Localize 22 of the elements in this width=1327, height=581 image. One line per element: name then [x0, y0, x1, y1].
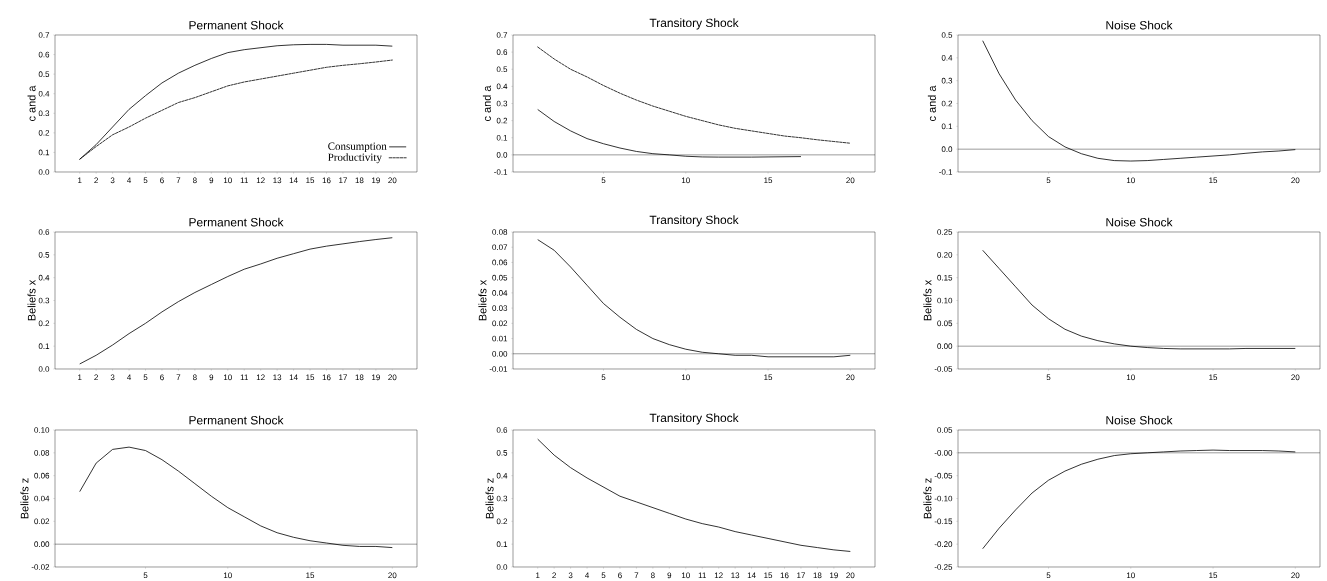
y-axis-title: Beliefs x	[27, 279, 36, 321]
line-series	[537, 46, 851, 144]
chart-title: Permanent Shock	[189, 217, 284, 227]
chart-title: Noise Shock	[1106, 20, 1173, 30]
y-axis-title: Beliefs z	[20, 478, 29, 519]
line-series	[79, 237, 393, 365]
chart-title: Permanent Shock	[189, 415, 284, 425]
y-axis-title: Beliefs x	[478, 279, 487, 321]
legend-label: Productivity	[328, 153, 382, 163]
y-axis-title: c and a	[482, 85, 491, 121]
y-axis-title: c and a	[27, 85, 36, 121]
chart-title: Noise Shock	[1106, 415, 1173, 425]
y-axis-title: c and a	[927, 85, 936, 121]
chart-title: Noise Shock	[1106, 217, 1173, 227]
chart-title: Transitory Shock	[649, 18, 739, 30]
y-axis-title: Beliefs x	[923, 279, 932, 321]
y-axis-title: Beliefs z	[923, 478, 932, 519]
chart-title: Transitory Shock	[649, 413, 739, 425]
y-axis-title: Beliefs z	[485, 478, 494, 519]
legend-label: Consumption	[328, 142, 387, 152]
chart-title: Transitory Shock	[649, 215, 739, 227]
chart-title: Permanent Shock	[189, 20, 284, 30]
